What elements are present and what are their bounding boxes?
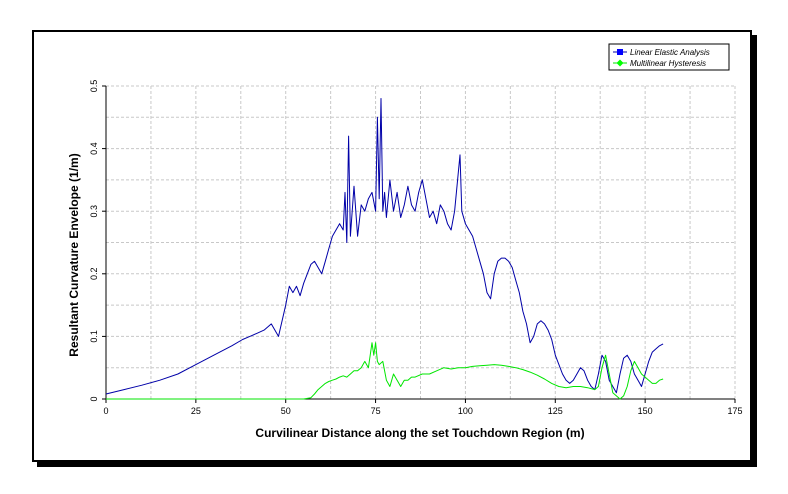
x-tick-label: 175 [727, 406, 742, 416]
legend: Linear Elastic Analysis Multilinear Hyste… [608, 43, 730, 71]
y-tick-label: 0.4 [89, 142, 99, 155]
x-axis-label: Curvilinear Distance along the set Touch… [255, 426, 584, 440]
legend-marker-diamond [616, 59, 624, 67]
legend-marker-square [617, 49, 623, 55]
y-tick-label: 0 [89, 396, 99, 401]
grid [105, 85, 736, 400]
legend-label: Linear Elastic Analysis [630, 48, 710, 57]
x-tick-label: 25 [191, 406, 201, 416]
series-line-multilinear-hysteresis [106, 342, 664, 400]
y-tick-label: 0.3 [89, 205, 99, 218]
frame-border [32, 30, 752, 462]
tick-labels: 0 25 50 75 100 125 150 175 0 0.1 0.2 0.3 0.4 0.5 [89, 80, 743, 416]
x-tick-label: 100 [458, 406, 473, 416]
legend-label: Multilinear Hysteresis [630, 59, 706, 68]
series-line-linear-elastic [105, 98, 664, 395]
y-tick-label: 0.5 [89, 80, 99, 93]
y-tick-label: 0.2 [89, 268, 99, 281]
y-tick-label: 0.1 [89, 330, 99, 343]
x-tick-label: 75 [371, 406, 381, 416]
x-tick-label: 0 [103, 406, 108, 416]
legend-box [608, 43, 730, 71]
x-tick-label: 125 [548, 406, 563, 416]
series-lines [105, 98, 664, 400]
y-axis-label: Resultant Curvature Envelope (1/m) [67, 153, 81, 356]
x-tick-label: 150 [638, 406, 653, 416]
axes [102, 85, 736, 403]
x-tick-label: 50 [281, 406, 291, 416]
